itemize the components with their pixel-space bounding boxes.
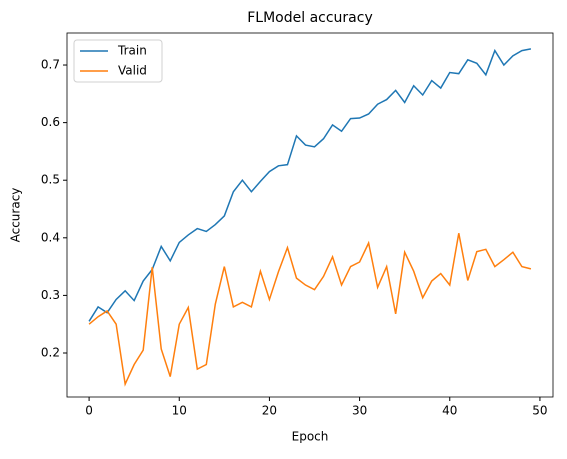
plot-frame xyxy=(66,32,554,398)
x-tick-label: 0 xyxy=(85,404,93,418)
legend-label: Train xyxy=(117,44,147,58)
y-tick-label: 0.3 xyxy=(41,288,60,302)
line-series xyxy=(88,233,532,387)
chart-title: FLModel accuracy xyxy=(247,10,373,26)
y-axis-label: Accuracy xyxy=(9,188,23,243)
line-series xyxy=(88,48,532,322)
y-tick-label: 0.6 xyxy=(41,115,60,129)
x-tick-label: 50 xyxy=(532,404,547,418)
x-tick-label: 10 xyxy=(172,404,187,418)
x-axis-label: Epoch xyxy=(292,430,329,444)
legend-label: Valid xyxy=(118,64,147,78)
y-tick-label: 0.7 xyxy=(41,58,60,72)
x-tick-label: 20 xyxy=(262,404,277,418)
y-tick-label: 0.5 xyxy=(41,173,60,187)
x-tick-label: 30 xyxy=(352,404,367,418)
x-tick-label: 40 xyxy=(442,404,457,418)
y-tick-label: 0.2 xyxy=(41,345,60,359)
y-tick-label: 0.4 xyxy=(41,230,60,244)
